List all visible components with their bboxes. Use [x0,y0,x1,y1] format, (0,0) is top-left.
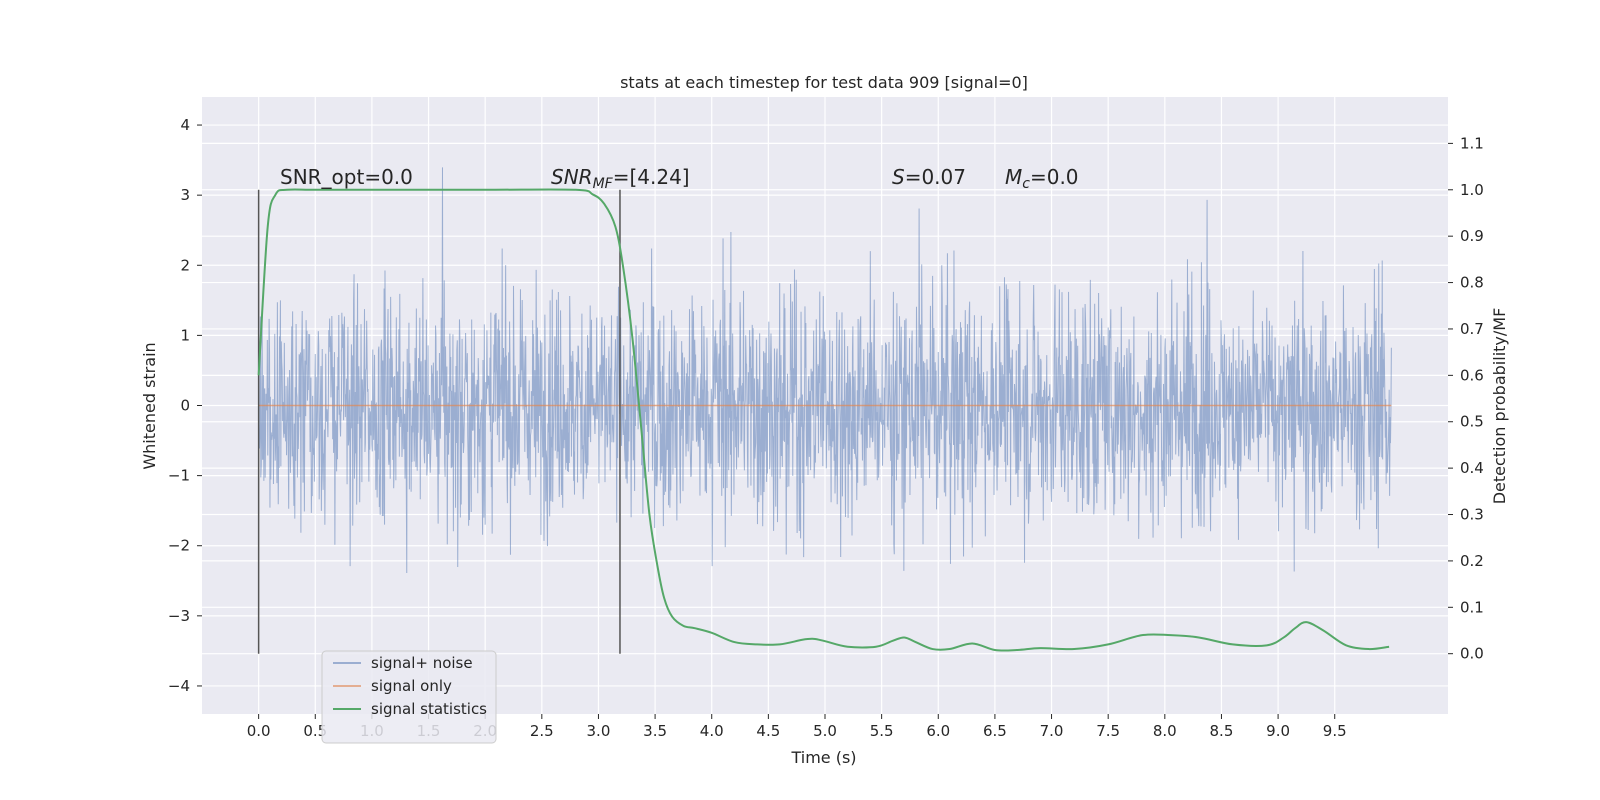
x-tick-label: 4.5 [756,722,780,740]
y2-tick-label: 1.0 [1460,181,1484,199]
x-tick-label: 6.0 [926,722,950,740]
x-tick-label: 3.0 [587,722,611,740]
y2-tick-label: 0.8 [1460,274,1484,292]
y2-tick-label: 0.6 [1460,366,1484,384]
legend: signal+ noise signal only signal statist… [321,650,497,744]
y-tick-label: 1 [180,326,190,344]
annotation-snr-mf-sub: MF [593,176,614,192]
noise-trace [258,167,1392,574]
series-signal-plus-noise [258,167,1392,574]
annotation-s-symbol: S [892,165,905,189]
vertical-markers [257,189,621,654]
legend-box [321,650,497,744]
legend-label-signal: signal only [371,677,452,695]
x-tick-label: 7.5 [1096,722,1120,740]
x-tick-label: 8.0 [1153,722,1177,740]
legend-label-stats: signal statistics [371,700,487,718]
annotation-mc-symbol: M [1005,165,1022,189]
y-tick-label: −2 [168,537,190,555]
annotation-snr-mf: SNRMF=[4.24] [551,165,690,192]
y-tick-label: −1 [168,467,190,485]
legend-label-noise: signal+ noise [371,654,473,672]
x-tick-label: 9.0 [1266,722,1290,740]
x-tick-label: 4.0 [700,722,724,740]
y-tick-label: 4 [180,116,190,134]
x-tick-label: 2.5 [530,722,554,740]
y2-tick-label: 0.9 [1460,227,1484,245]
y-axis-label: Whitened strain [140,342,159,469]
x-tick-label: 0.0 [247,722,271,740]
x-tick-label: 5.0 [813,722,837,740]
y-tick-label: −4 [168,677,190,695]
annotation-snr-opt: SNR_opt=0.0 [280,165,413,189]
x-tick-label: 8.5 [1210,722,1234,740]
y2-axis-ticks: 0.0 0.1 0.2 0.3 0.4 0.5 0.6 0.7 0.8 0.9 1.0 1.1 [1448,134,1484,663]
x-tick-label: 6.5 [983,722,1007,740]
x-tick-label: 0.5 [303,722,327,740]
y-tick-label: 0 [180,397,190,415]
y2-tick-label: 0.4 [1460,459,1484,477]
y-tick-label: 2 [180,256,190,274]
y2-axis-label: Detection probability/MF [1490,308,1509,505]
series-signal-statistics [257,188,1390,652]
y2-tick-label: 0.1 [1460,598,1484,616]
x-tick-label: 5.5 [870,722,894,740]
y-axis-ticks: −4 −3 −2 −1 0 1 2 3 4 [168,116,202,695]
x-tick-label: 3.5 [643,722,667,740]
x-tick-label: 7.0 [1040,722,1064,740]
y2-tick-label: 0.2 [1460,552,1484,570]
y-tick-label: 3 [180,186,190,204]
annotation-snr-mf-value: =[4.24] [613,165,690,189]
annotation-mc-sub: c [1022,176,1030,192]
y2-tick-label: 0.5 [1460,413,1484,431]
annotation-s: S=0.07 [892,165,966,189]
y2-tick-label: 0.3 [1460,506,1484,524]
annotation-mc-value: =0.0 [1030,165,1079,189]
stats-curve [257,188,1390,652]
chart-title: stats at each timestep for test data 909… [620,73,1028,92]
x-axis-label: Time (s) [790,748,856,767]
y-tick-label: −3 [168,607,190,625]
x-tick-label: 9.5 [1323,722,1347,740]
annotation-s-value: =0.07 [905,165,966,189]
y2-tick-label: 0.0 [1460,645,1484,663]
y2-tick-label: 1.1 [1460,134,1484,152]
annotation-snr-mf-prefix: SNR [551,165,593,189]
annotation-mc: Mc=0.0 [1005,165,1079,192]
y2-tick-label: 0.7 [1460,320,1484,338]
